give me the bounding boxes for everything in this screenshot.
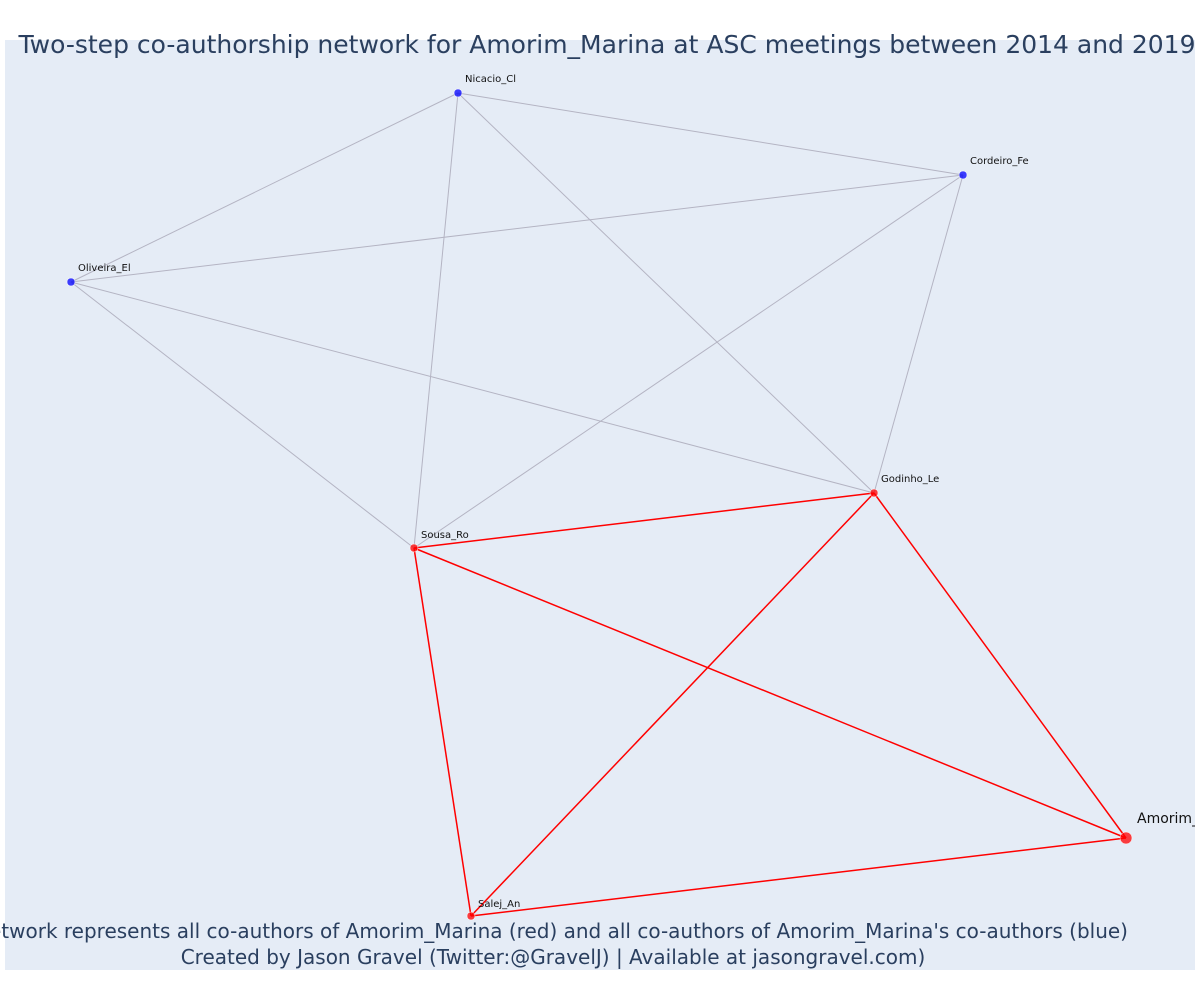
edge-nicacio-godinho: [457, 92, 875, 494]
node-label-nicacio: Nicacio_Cl: [465, 74, 516, 85]
edge-cordeiro-oliveira: [70, 174, 964, 283]
node-oliveira[interactable]: [66, 277, 76, 287]
edge-godinho-salej: [470, 492, 875, 917]
node-salej[interactable]: [466, 911, 476, 921]
node-godinho[interactable]: [869, 488, 879, 498]
node-label-oliveira: Oliveira_El: [78, 263, 131, 274]
node-nicacio[interactable]: [453, 88, 463, 98]
node-label-amorim: Amorim_: [1137, 811, 1200, 827]
edge-sousa-godinho: [413, 492, 875, 549]
nodes-layer: Amorim_ Sousa_Ro Godinho_Le Salej_An Nicacio…: [66, 74, 1200, 921]
caption-line-1: Network represents all co-authors of Amo…: [0, 919, 1128, 943]
node-cordeiro[interactable]: [958, 170, 968, 180]
caption-line-2: Created by Jason Gravel (Twitter:@Gravel…: [181, 945, 926, 969]
node-label-godinho: Godinho_Le: [881, 474, 939, 485]
edges-layer: [70, 92, 1127, 917]
node-label-salej: Salej_An: [478, 899, 520, 910]
edge-oliveira-sousa: [70, 281, 415, 549]
edge-sousa-salej: [413, 547, 472, 917]
edge-cordeiro-sousa: [413, 174, 964, 549]
node-amorim[interactable]: [1119, 831, 1133, 845]
edge-oliveira-godinho: [70, 281, 875, 494]
edge-sousa-amorim: [413, 547, 1127, 839]
chart-title: Two-step co-authorship network for Amori…: [18, 30, 1196, 59]
edge-nicacio-oliveira: [70, 92, 459, 283]
edge-salej-amorim: [470, 837, 1127, 917]
node-label-cordeiro: Cordeiro_Fe: [970, 156, 1029, 167]
edge-nicacio-cordeiro: [457, 92, 964, 176]
edge-cordeiro-godinho: [873, 174, 964, 494]
edge-godinho-amorim: [873, 492, 1127, 839]
node-sousa[interactable]: [409, 543, 419, 553]
edge-nicacio-sousa: [413, 92, 459, 549]
node-label-sousa: Sousa_Ro: [421, 530, 469, 541]
plot-area: [5, 40, 1195, 970]
